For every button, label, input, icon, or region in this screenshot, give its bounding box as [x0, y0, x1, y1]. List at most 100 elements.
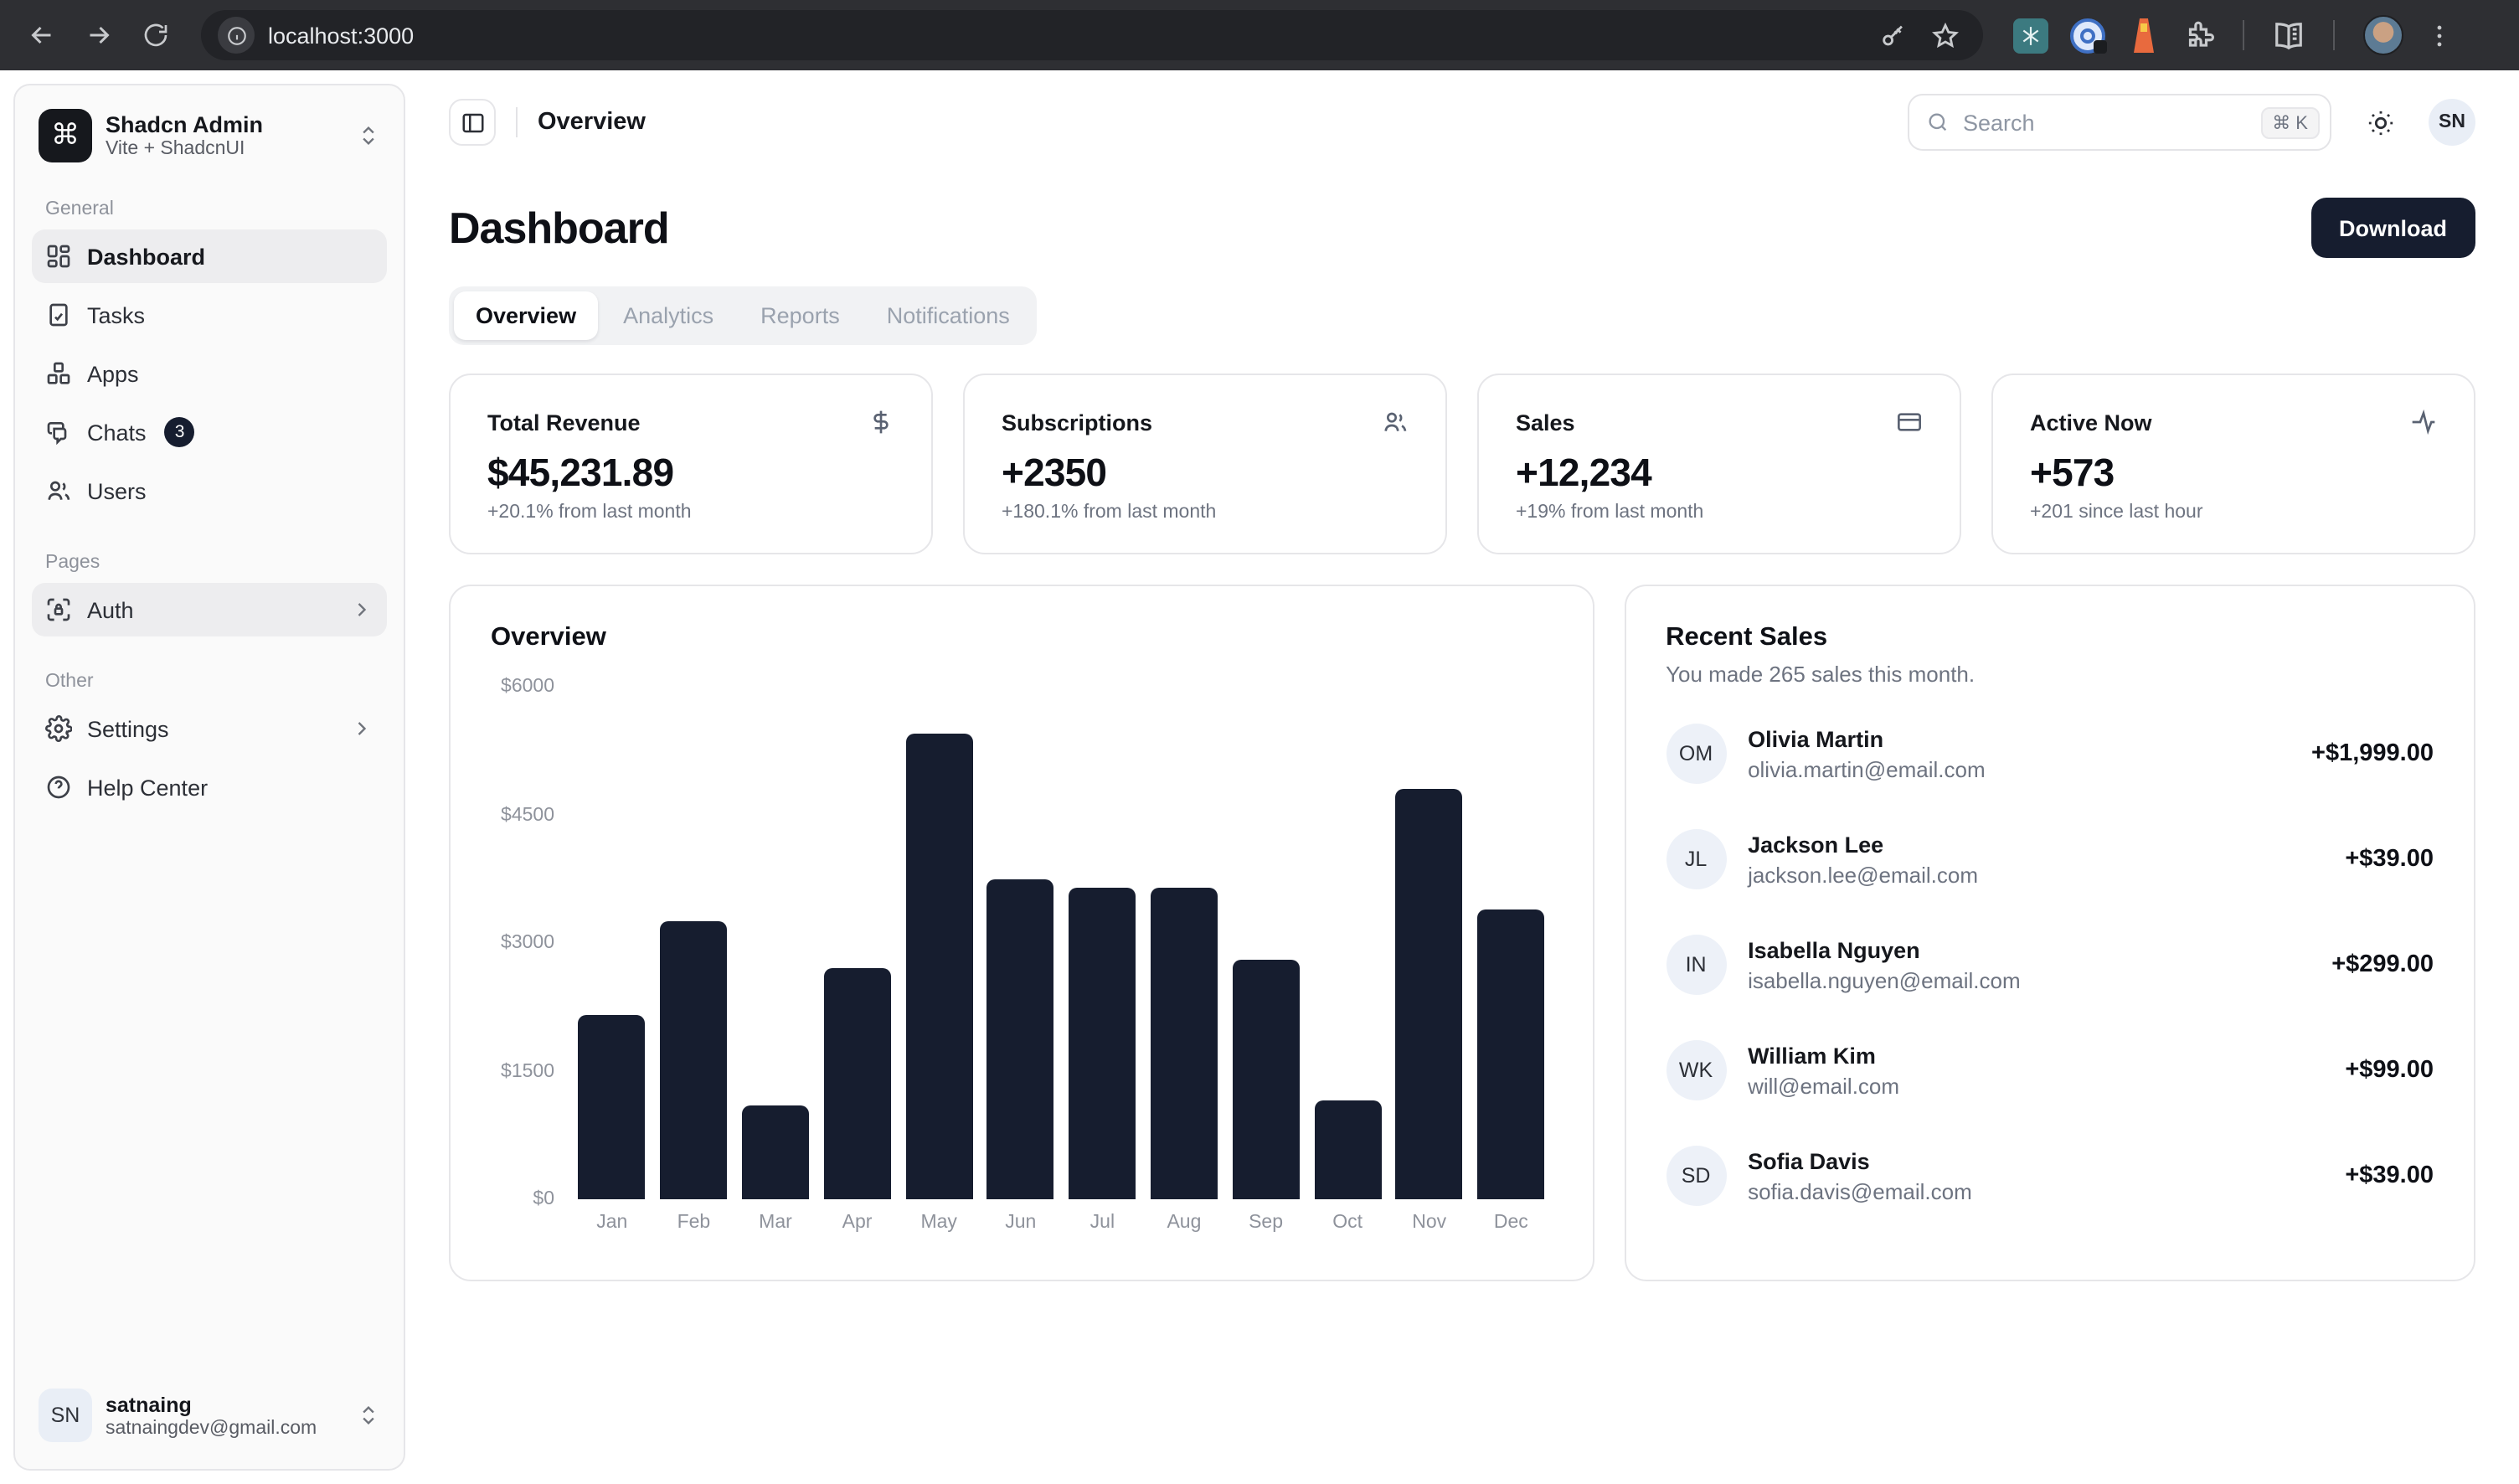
sale-row: JL Jackson Lee jackson.lee@email.com +$3… — [1666, 829, 2434, 889]
chart-bar — [578, 1015, 646, 1199]
chart-title: Overview — [491, 623, 606, 652]
sale-row: SD Sofia Davis sofia.davis@email.com +$3… — [1666, 1146, 2434, 1206]
x-tick-label: Dec — [1493, 1213, 1528, 1233]
tab-overview[interactable]: Overview — [454, 291, 599, 340]
tab-analytics[interactable]: Analytics — [623, 303, 714, 328]
chart-bar-column — [1471, 687, 1553, 1199]
chart-bar-column — [1388, 687, 1471, 1199]
browser-menu-icon[interactable] — [2425, 21, 2454, 49]
sidebar-toggle-button[interactable] — [449, 99, 496, 146]
back-button[interactable] — [17, 10, 67, 60]
chart-bar — [905, 734, 973, 1199]
sidebar-item-help-center[interactable]: Help Center — [32, 760, 387, 814]
layout-dashboard-icon — [45, 243, 72, 270]
tab-reports[interactable]: Reports — [760, 303, 840, 328]
sale-name: William Kim — [1748, 1043, 1876, 1068]
bookmark-star-icon[interactable] — [1931, 21, 1960, 49]
site-info-icon[interactable] — [218, 17, 255, 54]
sidebar-item-settings[interactable]: Settings — [32, 702, 387, 755]
bar-chart: $6000 $4500 $3000 $1500 $0 Jan Feb Mar Apr May Ju… — [491, 677, 1552, 1243]
refresh-button[interactable] — [131, 10, 181, 60]
page-title: Dashboard — [449, 202, 670, 252]
stat-delta: +201 since last hour — [2030, 502, 2203, 523]
forward-button[interactable] — [74, 10, 124, 60]
recent-sales-subtitle: You made 265 sales this month. — [1666, 662, 1976, 687]
stat-value: +12,234 — [1516, 451, 1652, 494]
sale-amount: +$1,999.00 — [2311, 740, 2434, 767]
sidebar-item-chats[interactable]: Chats 3 — [32, 405, 387, 459]
y-tick-label: $0 — [533, 1189, 554, 1209]
sale-name: Jackson Lee — [1748, 832, 1884, 857]
chart-bar — [1069, 888, 1136, 1199]
chart-bar-column — [734, 687, 816, 1199]
sidebar-item-label: Help Center — [87, 775, 209, 800]
chart-bar — [741, 1105, 809, 1199]
chevrons-up-down-icon — [357, 1404, 380, 1427]
team-subtitle: Vite + ShadcnUI — [106, 139, 245, 159]
chart-bar-column — [816, 687, 899, 1199]
team-switcher[interactable]: ⌘ Shadcn Admin Vite + ShadcnUI — [32, 102, 387, 169]
chart-bar-column — [653, 687, 735, 1199]
chart-bars — [571, 687, 1552, 1199]
tab-notifications[interactable]: Notifications — [886, 303, 1010, 328]
stat-card-total-revenue: Total Revenue $45,231.89 +20.1% from las… — [449, 374, 933, 554]
users-icon — [45, 477, 72, 504]
chart-y-axis: $6000 $4500 $3000 $1500 $0 — [491, 677, 554, 1209]
reading-list-icon[interactable] — [2273, 19, 2305, 51]
sale-email: olivia.martin@email.com — [1748, 756, 1986, 781]
password-key-icon[interactable] — [1879, 21, 1908, 49]
header-user-avatar[interactable]: SN — [2429, 99, 2475, 146]
chart-bar-column — [1306, 687, 1388, 1199]
dollar-sign-icon — [868, 409, 894, 435]
sale-email: sofia.davis@email.com — [1748, 1178, 1972, 1203]
extensions-puzzle-icon[interactable] — [2182, 19, 2214, 51]
x-tick-label: Sep — [1249, 1213, 1283, 1233]
sidebar-item-auth[interactable]: Auth — [32, 583, 387, 636]
sidebar-user-menu[interactable]: SN satnaing satnaingdev@gmail.com — [32, 1378, 387, 1452]
url-text[interactable]: localhost:3000 — [268, 23, 415, 48]
chart-bar — [823, 968, 891, 1199]
sale-amount: +$39.00 — [2345, 1162, 2434, 1189]
chart-bar — [986, 879, 1054, 1199]
sidebar-item-tasks[interactable]: Tasks — [32, 288, 387, 342]
sale-row: IN Isabella Nguyen isabella.nguyen@email… — [1666, 935, 2434, 995]
browser-toolbar: localhost:3000 — [0, 0, 2519, 70]
sidebar-item-dashboard[interactable]: Dashboard — [32, 229, 387, 283]
chart-bar-column — [1143, 687, 1225, 1199]
teal-extension-icon[interactable] — [2013, 18, 2048, 53]
sale-amount: +$39.00 — [2345, 846, 2434, 873]
sale-row: OM Olivia Martin olivia.martin@email.com… — [1666, 724, 2434, 784]
x-tick-label: Nov — [1412, 1213, 1447, 1233]
y-tick-label: $1500 — [501, 1061, 554, 1081]
section-label-other: Other — [45, 672, 94, 692]
overview-chart-card: Overview $6000 $4500 $3000 $1500 $0 Jan Feb Ma… — [449, 585, 1594, 1281]
sidebar-item-apps[interactable]: Apps — [32, 347, 387, 400]
messages-icon — [45, 419, 72, 446]
theme-toggle-button[interactable] — [2355, 97, 2405, 147]
lighthouse-extension-icon[interactable] — [2127, 18, 2161, 53]
download-button[interactable]: Download — [2310, 198, 2475, 258]
sidebar-item-users[interactable]: Users — [32, 464, 387, 518]
chevrons-up-down-icon — [357, 124, 380, 147]
sale-name: Olivia Martin — [1748, 726, 1884, 751]
address-bar[interactable]: localhost:3000 — [201, 10, 1983, 60]
user-name: satnaing — [106, 1393, 192, 1416]
credit-card-icon — [1896, 409, 1923, 435]
avatar: SD — [1666, 1146, 1727, 1206]
recent-sales-list: OM Olivia Martin olivia.martin@email.com… — [1666, 724, 2434, 1206]
avatar: JL — [1666, 829, 1727, 889]
browser-profile-avatar[interactable] — [2363, 15, 2403, 55]
search-input[interactable]: Search ⌘ K — [1908, 94, 2331, 151]
chart-bar-column — [1062, 687, 1144, 1199]
chart-bar — [1150, 888, 1218, 1199]
dashboard-tabs: Overview Analytics Reports Notifications — [449, 286, 1037, 345]
sidebar: ⌘ Shadcn Admin Vite + ShadcnUI General D… — [13, 84, 405, 1471]
lock-scan-icon — [45, 596, 72, 623]
search-icon — [1926, 111, 1950, 134]
chevron-right-icon — [350, 717, 373, 740]
sale-name: Sofia Davis — [1748, 1148, 1870, 1173]
password-manager-extension-icon[interactable] — [2070, 18, 2107, 53]
checklist-icon — [45, 301, 72, 328]
user-avatar: SN — [39, 1389, 92, 1442]
stat-card-subscriptions: Subscriptions +2350 +180.1% from last mo… — [963, 374, 1447, 554]
